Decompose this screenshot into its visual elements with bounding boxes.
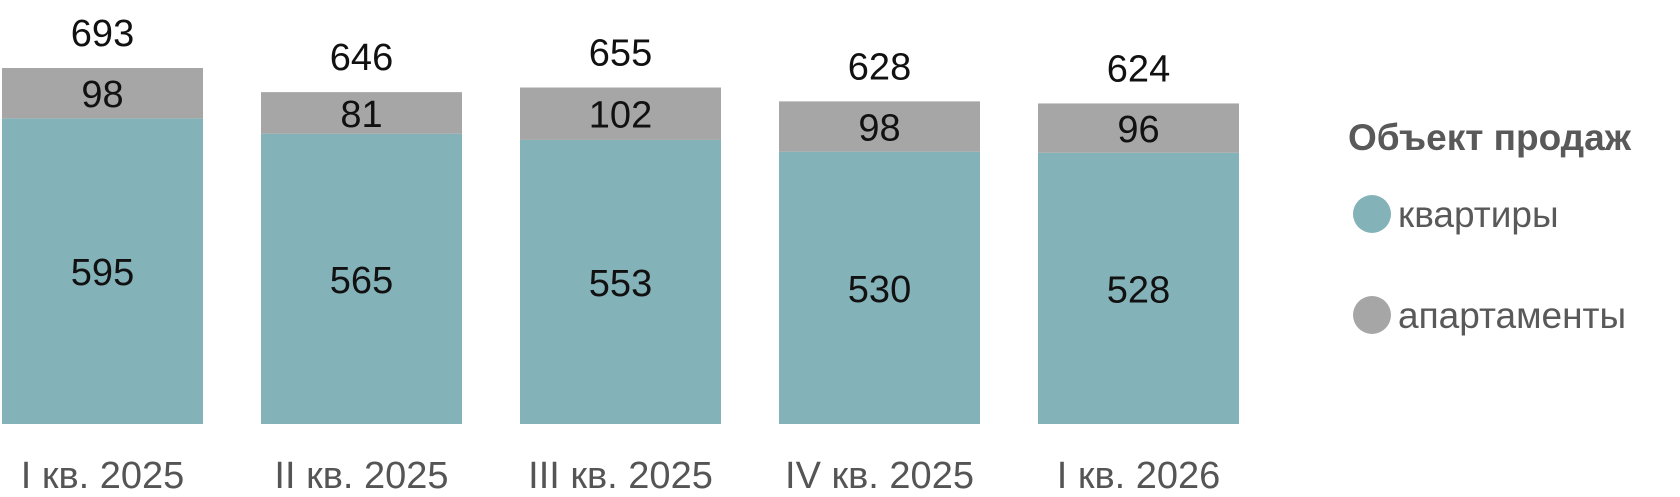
value-label-apartamenty-2: 102	[589, 95, 652, 137]
bar-apartamenty-3	[779, 101, 980, 152]
total-label-4: 624	[1107, 48, 1170, 90]
value-label-kvartiry-3: 530	[848, 269, 911, 311]
total-label-2: 655	[589, 33, 652, 75]
bars-group	[2, 68, 1239, 424]
bar-kvartiry-3	[779, 151, 980, 424]
x-tick-label-2: III кв. 2025	[528, 455, 713, 497]
legend-label-kvartiry: квартиры	[1398, 194, 1559, 235]
total-label-3: 628	[848, 46, 911, 88]
bar-apartamenty-0	[2, 68, 203, 119]
bar-kvartiry-2	[520, 139, 721, 424]
bar-kvartiry-1	[261, 133, 462, 424]
value-label-apartamenty-1: 81	[340, 94, 382, 136]
x-axis-ticks: I кв. 2025 II кв. 2025 III кв. 2025 IV кв. …	[21, 455, 1221, 497]
value-label-apartamenty-3: 98	[858, 108, 900, 150]
value-label-kvartiry-1: 565	[330, 260, 393, 302]
value-label-kvartiry-2: 553	[589, 263, 652, 305]
value-label-kvartiry-4: 528	[1107, 269, 1170, 311]
bar-apartamenty-2	[520, 87, 721, 140]
x-tick-label-1: II кв. 2025	[274, 455, 448, 497]
x-tick-label-4: I кв. 2026	[1057, 455, 1221, 497]
total-label-1: 646	[330, 37, 393, 79]
legend-title: Объект продаж	[1348, 117, 1632, 158]
legend-swatch-apartamenty	[1353, 296, 1391, 334]
bar-apartamenty-4	[1038, 103, 1239, 153]
bar-kvartiry-4	[1038, 152, 1239, 424]
legend: Объект продаж квартиры апартаменты	[1348, 117, 1632, 336]
value-label-kvartiry-0: 595	[71, 252, 134, 294]
legend-label-apartamenty: апартаменты	[1398, 295, 1626, 336]
data-labels-group: 595 98 693 565 81 646 553 102 655 530 98 628 528 96 62…	[71, 13, 1170, 311]
bar-apartamenty-1	[261, 92, 462, 134]
x-tick-label-0: I кв. 2025	[21, 455, 185, 497]
value-label-apartamenty-0: 98	[81, 74, 123, 116]
legend-swatch-kvartiry	[1353, 195, 1391, 233]
total-label-0: 693	[71, 13, 134, 55]
bar-kvartiry-0	[2, 118, 203, 424]
x-tick-label-3: IV кв. 2025	[785, 455, 974, 497]
value-label-apartamenty-4: 96	[1117, 109, 1159, 151]
